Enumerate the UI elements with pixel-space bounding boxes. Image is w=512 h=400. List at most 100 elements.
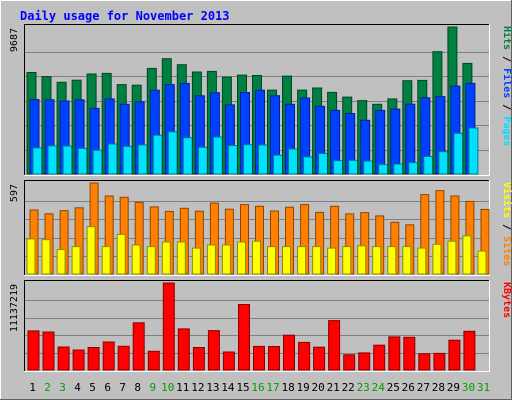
x-tick-label: 12 xyxy=(191,381,204,394)
bar-sites xyxy=(267,246,276,275)
bar-pages xyxy=(378,164,389,175)
bar-sites xyxy=(146,246,156,275)
x-tick-label: 5 xyxy=(89,381,96,394)
panel-axis-label: Hits / Files / Pages xyxy=(501,26,512,146)
bar-kbytes xyxy=(403,336,416,371)
bar-kbytes xyxy=(192,347,205,371)
axis-label-part: / xyxy=(501,98,512,116)
bar-pages xyxy=(288,148,298,175)
bars xyxy=(26,26,479,175)
bar-sites xyxy=(71,246,81,275)
chart-panels: 9687 Hits / Files / Pages 597 Visits / Site… xyxy=(9,24,512,372)
bars xyxy=(27,282,476,371)
x-tick-label: 20 xyxy=(311,381,324,394)
bar-kbytes xyxy=(358,352,371,371)
bar-sites xyxy=(41,239,51,275)
bar-pages xyxy=(303,156,314,175)
x-tick-label: 18 xyxy=(281,381,294,394)
bar-pages xyxy=(318,153,329,175)
x-tick-label: 9 xyxy=(149,381,156,394)
axis-label-part: / xyxy=(501,218,512,236)
x-tick-label: 3 xyxy=(59,381,66,394)
x-tick-label: 2 xyxy=(44,381,51,394)
axis-label-part: KBytes xyxy=(501,282,512,318)
bar-kbytes xyxy=(328,320,341,371)
chart-title: Daily usage for November 2013 xyxy=(20,9,230,23)
bar-sites xyxy=(462,235,472,275)
bar-sites xyxy=(221,244,231,275)
bar-kbytes xyxy=(388,336,401,371)
bar-kbytes xyxy=(207,330,220,371)
bar-sites xyxy=(116,233,126,275)
x-tick-label: 14 xyxy=(221,381,235,394)
panel-max-label: 9687 xyxy=(9,28,20,52)
x-tick-label: 1 xyxy=(29,381,36,394)
bar-sites xyxy=(56,249,66,275)
bar-kbytes xyxy=(87,347,100,371)
bar-sites xyxy=(312,246,322,275)
x-tick-label: 7 xyxy=(119,381,126,394)
bar-pages xyxy=(393,163,404,175)
bar-kbytes xyxy=(147,350,160,371)
x-tick-label: 19 xyxy=(296,381,309,394)
bar-pages xyxy=(348,159,359,175)
bar-pages xyxy=(47,145,58,175)
bar-pages xyxy=(152,134,163,175)
panel-kbytes: 11137219 KBytes xyxy=(9,280,512,372)
x-axis-labels: 1 2 3 4 5 6 7 8 9 10 11 12 13 14 15 16 17 18 19 20 21 22 23 24 2… xyxy=(29,381,490,394)
bar-kbytes xyxy=(343,354,356,371)
bar-pages xyxy=(273,154,283,175)
bar-pages xyxy=(167,131,178,175)
axis-label-part: Sites xyxy=(501,236,512,266)
x-tick-label: 10 xyxy=(161,381,174,394)
bar-kbytes xyxy=(283,334,295,371)
bar-pages xyxy=(243,144,253,175)
panel-axis-label: KBytes xyxy=(501,282,512,318)
bar-kbytes xyxy=(132,322,145,371)
x-tick-label: 30 xyxy=(462,381,475,394)
bar-pages xyxy=(122,145,133,175)
x-tick-label: 24 xyxy=(372,381,386,394)
x-tick-label: 28 xyxy=(432,381,445,394)
bar-pages xyxy=(212,136,223,175)
bar-sites xyxy=(372,246,382,275)
bar-kbytes xyxy=(253,345,265,371)
bar-kbytes xyxy=(102,341,115,371)
bar-pages xyxy=(408,162,419,175)
bar-pages xyxy=(258,144,268,175)
x-tick-label: 4 xyxy=(74,381,81,394)
x-tick-label: 21 xyxy=(327,381,340,394)
bar-pages xyxy=(438,151,449,175)
bar-sites xyxy=(191,247,201,275)
bar-pages xyxy=(107,143,118,175)
axis-label-part: Hits xyxy=(501,26,512,50)
x-tick-label: 27 xyxy=(417,381,430,394)
x-tick-label: 31 xyxy=(477,381,490,394)
bar-kbytes xyxy=(463,330,476,371)
bar-kbytes xyxy=(42,331,55,371)
bar-kbytes xyxy=(57,346,70,371)
bar-pages xyxy=(333,160,344,175)
panel-axis-label: Visits / Sites xyxy=(501,182,512,266)
bar-kbytes xyxy=(298,341,311,371)
panel-max-label: 597 xyxy=(9,184,20,202)
x-tick-label: 15 xyxy=(236,381,249,394)
panel-max-label: 11137219 xyxy=(9,284,20,332)
panel-hits-files-pages: 9687 Hits / Files / Pages xyxy=(9,24,512,176)
bar-sites xyxy=(86,226,96,275)
axis-label-part: / xyxy=(501,50,512,68)
bar-sites xyxy=(176,241,186,275)
bar-pages xyxy=(182,137,193,175)
x-tick-label: 13 xyxy=(206,381,219,394)
bar-sites xyxy=(357,245,367,275)
bar-kbytes xyxy=(117,345,130,371)
bar-pages xyxy=(92,149,103,175)
bar-kbytes xyxy=(222,351,235,371)
bar-kbytes xyxy=(433,352,446,371)
bar-pages xyxy=(62,145,73,175)
bar-pages xyxy=(227,145,238,175)
x-tick-label: 22 xyxy=(342,381,355,394)
bar-sites xyxy=(101,246,111,275)
panel-visits-sites: 597 Visits / Sites xyxy=(9,180,512,276)
